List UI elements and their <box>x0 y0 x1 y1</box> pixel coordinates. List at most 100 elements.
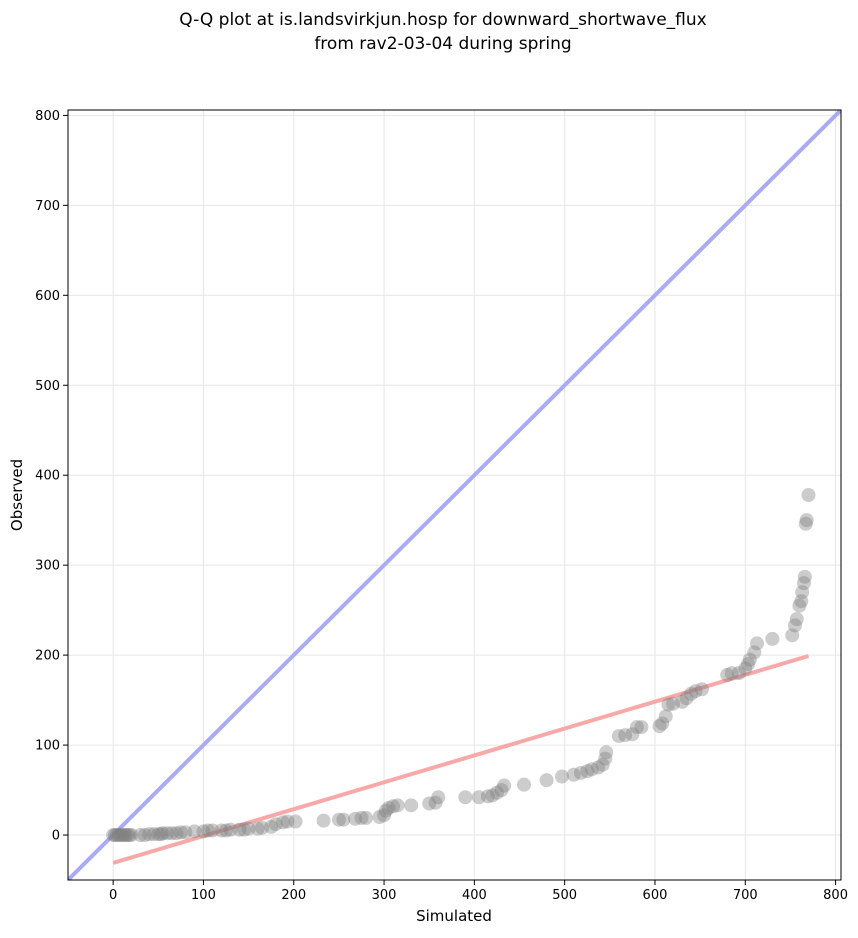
point <box>372 810 387 825</box>
chart-subtitle: from rav2-03-04 during spring <box>314 34 571 54</box>
point <box>795 585 810 600</box>
x-tick-label: 300 <box>372 888 397 903</box>
point <box>740 657 755 672</box>
point <box>566 767 581 782</box>
point <box>666 696 681 711</box>
point <box>390 798 405 813</box>
point <box>787 618 802 633</box>
point <box>652 719 667 734</box>
point <box>359 810 374 825</box>
point <box>124 828 139 843</box>
point <box>232 822 247 837</box>
point <box>200 823 215 838</box>
x-axis-label: Simulated <box>416 907 492 925</box>
point <box>798 516 813 531</box>
point <box>336 812 351 827</box>
point <box>237 822 252 837</box>
point <box>169 826 184 841</box>
point <box>625 727 640 742</box>
x-tick-label: 400 <box>462 888 487 903</box>
point <box>458 790 473 805</box>
point <box>480 789 495 804</box>
x-tick-label: 200 <box>281 888 306 903</box>
point <box>142 827 157 842</box>
point <box>731 666 746 681</box>
point <box>264 819 279 834</box>
y-tick-label: 400 <box>35 469 60 484</box>
point <box>107 828 122 843</box>
point <box>348 811 363 826</box>
point <box>720 667 735 682</box>
point <box>154 827 169 842</box>
x-tick-label: 100 <box>191 888 216 903</box>
y-tick-label: 800 <box>35 109 60 124</box>
point <box>133 828 148 843</box>
point <box>573 765 588 780</box>
point <box>684 686 699 701</box>
point <box>109 828 124 843</box>
y-tick-label: 500 <box>35 379 60 394</box>
point <box>331 812 346 827</box>
point <box>111 828 126 843</box>
plot-area <box>68 110 841 880</box>
y-tick-label: 600 <box>35 289 60 304</box>
point <box>205 823 220 838</box>
point <box>599 745 614 760</box>
y-tick-label: 700 <box>35 199 60 214</box>
x-tick-label: 700 <box>733 888 758 903</box>
point <box>584 762 599 777</box>
point <box>113 828 128 843</box>
point <box>724 666 739 681</box>
point <box>591 760 606 775</box>
point <box>658 709 673 724</box>
point <box>799 513 814 528</box>
y-tick-label: 200 <box>35 649 60 664</box>
point <box>797 569 812 584</box>
point <box>618 728 633 743</box>
x-tick-label: 500 <box>552 888 577 903</box>
point <box>655 716 670 731</box>
point <box>796 576 811 591</box>
point <box>747 645 762 660</box>
point <box>431 790 446 805</box>
plot-frame <box>67 109 842 881</box>
reference-line <box>112 654 810 865</box>
point <box>288 814 303 829</box>
y-axis-label: Observed <box>8 459 26 531</box>
point <box>223 822 238 837</box>
y-tick-label: 300 <box>35 559 60 574</box>
point <box>106 828 121 843</box>
point <box>196 824 211 839</box>
point <box>580 764 595 779</box>
point <box>115 828 130 843</box>
point <box>118 828 133 843</box>
point <box>489 785 504 800</box>
point <box>386 799 401 814</box>
point <box>661 697 676 712</box>
x-tick-label: 0 <box>109 888 117 903</box>
point <box>137 828 152 843</box>
point <box>219 823 234 838</box>
point <box>155 826 170 841</box>
point <box>214 823 229 838</box>
point <box>428 795 443 810</box>
point <box>354 810 369 825</box>
point <box>316 813 331 828</box>
point <box>422 796 437 811</box>
point <box>738 661 753 676</box>
point <box>377 808 392 823</box>
point <box>164 826 179 841</box>
point <box>471 790 486 805</box>
point <box>629 720 644 735</box>
point <box>173 825 188 840</box>
point <box>151 827 166 842</box>
point <box>634 720 649 735</box>
point <box>598 751 613 766</box>
point <box>497 778 512 793</box>
x-tick-label: 800 <box>823 888 848 903</box>
point <box>494 783 509 798</box>
point <box>679 691 694 706</box>
point <box>694 682 709 697</box>
point <box>146 827 161 842</box>
